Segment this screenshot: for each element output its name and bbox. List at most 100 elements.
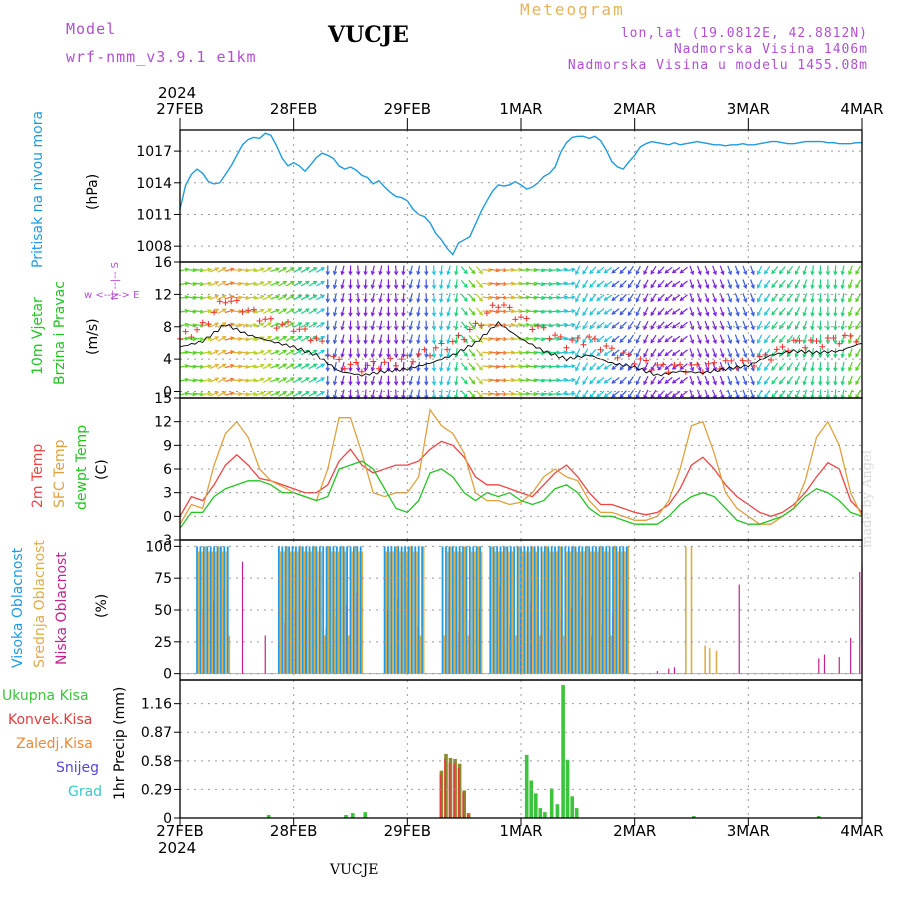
wind-arrow-head — [603, 338, 608, 343]
wind-arrow — [239, 296, 249, 299]
wind-arrow — [643, 389, 649, 399]
wind-arrow-head — [237, 364, 243, 369]
gust-mark — [307, 337, 314, 344]
wind-arrow-head — [743, 270, 748, 276]
wind-arrow — [482, 392, 492, 396]
wind-arrow-head — [825, 340, 831, 345]
wind-arrow — [848, 306, 853, 316]
wind-arrow-head — [332, 298, 338, 304]
wind-arrow-head — [727, 353, 733, 358]
wind-arrow-head — [840, 298, 845, 304]
time-label-bottom: 28FEB — [270, 822, 317, 840]
wind-arrow — [468, 321, 476, 329]
wind-arrow-head — [840, 270, 845, 276]
wind-arrow-head — [192, 378, 197, 383]
wind-arrow — [779, 335, 786, 343]
wind-arrow-head — [401, 284, 406, 290]
wind-arrow-head — [260, 267, 265, 272]
wind-arrow — [455, 293, 458, 303]
wind-arrow-head — [408, 381, 413, 386]
wind-arrow-head — [679, 310, 684, 315]
wind-arrow-head — [771, 297, 776, 302]
wind-arrow-head — [290, 294, 295, 299]
wind-arrow — [270, 322, 280, 328]
wind-arrow-head — [297, 349, 303, 354]
gust-mark — [614, 354, 621, 361]
wind-arrow — [811, 348, 814, 358]
wind-arrow-head — [370, 298, 375, 304]
wind-arrow — [643, 265, 649, 275]
wind-arrow — [712, 375, 717, 385]
wind-arrow-head — [657, 269, 662, 275]
wind-arrow-head — [720, 325, 725, 331]
wind-arrow — [505, 269, 515, 271]
wind-arrow — [520, 296, 530, 299]
wind-arrow — [795, 362, 801, 371]
wind-arrow-head — [386, 367, 391, 373]
wind-arrow-head — [305, 363, 310, 368]
wind-arrow — [440, 293, 443, 303]
wind-arrow — [447, 361, 451, 371]
wind-arrow — [727, 389, 732, 399]
wind-arrow-head — [848, 353, 853, 358]
wind-arrow-head — [778, 366, 784, 371]
wind-arrow — [300, 280, 310, 287]
wind-arrow-head — [657, 324, 662, 330]
wind-arrow-head — [237, 267, 243, 273]
wind-arrow-head — [818, 381, 823, 386]
gust-mark — [824, 335, 831, 342]
wind-arrow-head — [518, 308, 523, 314]
wind-arrow — [841, 265, 845, 275]
wind-arrow — [455, 361, 458, 371]
wind-arrow-head — [393, 353, 399, 359]
wind-arrow-head — [619, 324, 624, 330]
wind-arrow — [589, 307, 597, 316]
wind-arrow-head — [712, 312, 717, 317]
wind-arrow — [734, 279, 740, 289]
wind-arrow — [468, 307, 476, 316]
wind-arrow — [497, 393, 507, 395]
wind-arrow-head — [533, 378, 539, 383]
wind-arrow-head — [712, 353, 717, 358]
wind-arrow — [535, 268, 545, 272]
wind-arrow-head — [356, 298, 361, 304]
wind-arrow-head — [727, 312, 733, 317]
gust-mark — [563, 344, 570, 351]
wind-arrow — [395, 389, 397, 399]
gust-mark — [483, 310, 490, 317]
wind-arrow-head — [237, 323, 243, 328]
wind-arrow-head — [679, 379, 684, 384]
wind-arrow — [582, 279, 589, 288]
wind-arrow — [803, 265, 808, 275]
wind-arrow-head — [478, 311, 483, 316]
wind-arrow-head — [619, 393, 624, 399]
wind-arrow-head — [855, 380, 860, 386]
wind-arrow — [475, 390, 483, 398]
wind-arrow-head — [833, 339, 838, 345]
y-tick-label: 75 — [154, 571, 172, 587]
wind-arrow-head — [370, 339, 375, 345]
wind-arrow — [635, 320, 641, 330]
wind-arrow — [750, 375, 755, 385]
wind-arrow — [285, 336, 295, 342]
gust-mark — [671, 361, 678, 368]
wind-arrow-head — [237, 295, 243, 300]
wind-arrow-head — [340, 339, 345, 345]
wind-arrow — [627, 321, 634, 330]
wind-arrow-head — [533, 364, 539, 369]
wind-arrow-head — [818, 312, 823, 317]
wind-arrow — [527, 351, 537, 354]
wind-arrow — [855, 293, 862, 302]
wind-arrow — [224, 378, 234, 382]
wind-arrow-head — [596, 365, 601, 371]
wind-arrow — [179, 365, 189, 368]
wind-arrow — [379, 306, 383, 316]
wind-arrow-head — [619, 269, 624, 275]
wind-arrow-head — [582, 297, 587, 303]
wind-arrow — [179, 351, 189, 354]
wind-arrow — [535, 337, 545, 341]
wind-arrow-head — [439, 367, 444, 373]
gust-mark — [506, 304, 513, 311]
wind-arrow-head — [356, 339, 361, 345]
wind-arrow-head — [735, 325, 740, 331]
